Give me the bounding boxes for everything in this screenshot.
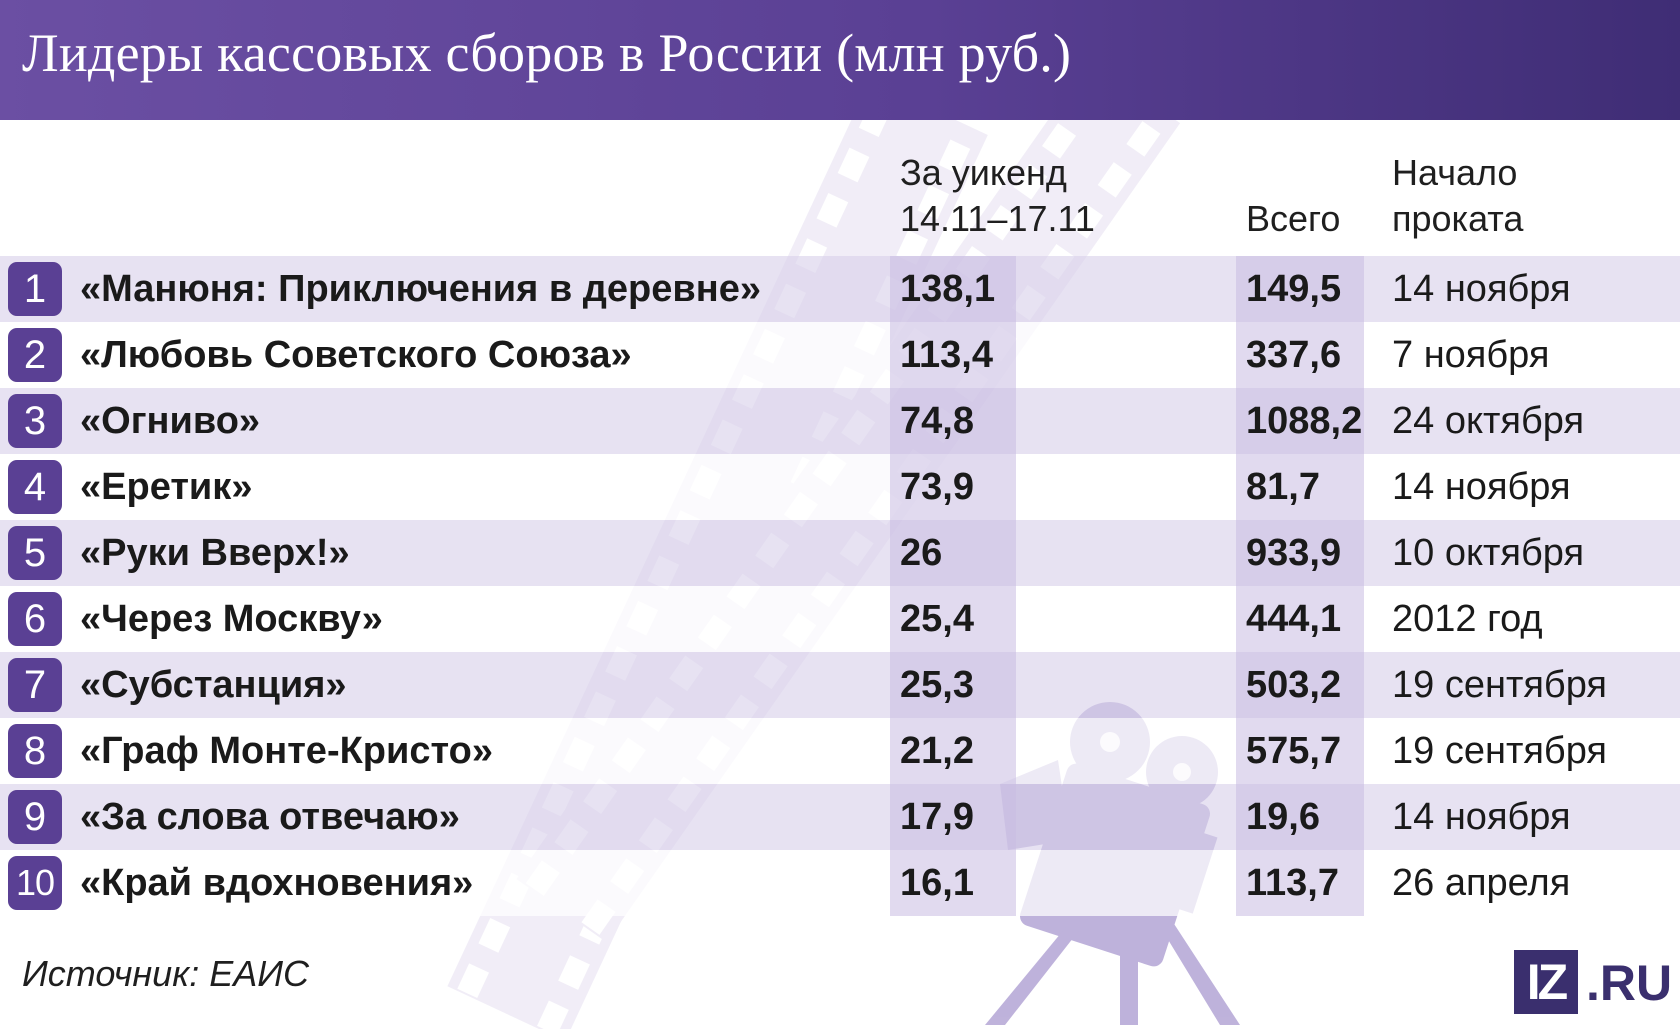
weekend-gross: 17,9 <box>890 784 1016 850</box>
weekend-gross: 26 <box>890 520 1016 586</box>
column-header-total-label: Всего <box>1246 198 1341 239</box>
release-start: 10 октября <box>1392 532 1585 574</box>
film-title: «Через Москву» <box>80 598 383 640</box>
release-start: 24 октября <box>1392 400 1585 442</box>
film-strip-hole <box>816 192 849 228</box>
release-start: 14 ноября <box>1392 466 1571 508</box>
table-row: 1 «Манюня: Приключения в деревне» 138,1 … <box>0 256 1680 322</box>
rank-badge: 2 <box>8 328 62 382</box>
weekend-gross: 25,4 <box>890 586 1016 652</box>
logo-mark: IZ <box>1514 950 1578 1014</box>
film-strip-hole <box>837 147 870 183</box>
release-start: 14 ноября <box>1392 796 1571 838</box>
weekend-gross: 25,3 <box>890 652 1016 718</box>
release-start: 19 сентября <box>1392 730 1607 772</box>
film-title: «За слова отвечаю» <box>80 796 460 838</box>
film-strip-hole <box>917 184 950 220</box>
total-gross: 149,5 <box>1236 256 1364 322</box>
film-title: «Руки Вверх!» <box>80 532 350 574</box>
total-gross: 81,7 <box>1236 454 1364 520</box>
column-header-weekend-line2: 14.11–17.11 <box>900 198 1095 239</box>
film-strip-hole <box>1126 121 1161 157</box>
film-title: «Манюня: Приключения в деревне» <box>80 268 761 310</box>
film-strip-hole <box>938 139 971 175</box>
total-gross: 113,7 <box>1236 850 1364 916</box>
film-title: «Край вдохновения» <box>80 862 474 904</box>
logo-suffix: .RU <box>1586 955 1673 1011</box>
release-start: 2012 год <box>1392 598 1543 640</box>
rank-badge: 6 <box>8 592 62 646</box>
film-strip-hole <box>558 955 590 990</box>
film-title: «Субстанция» <box>80 664 347 706</box>
film-strip-hole <box>457 963 490 999</box>
weekend-gross: 16,1 <box>890 850 1016 916</box>
total-gross: 933,9 <box>1236 520 1364 586</box>
box-office-table: 1 «Манюня: Приключения в деревне» 138,1 … <box>0 256 1680 916</box>
table-row: 7 «Субстанция» 25,3 503,2 19 сентября <box>0 652 1680 718</box>
weekend-gross: 21,2 <box>890 718 1016 784</box>
column-header-weekend-line1: За уикенд <box>900 152 1067 193</box>
film-strip-hole <box>1069 203 1104 239</box>
table-row: 8 «Граф Монте-Кристо» 21,2 575,7 19 сент… <box>0 718 1680 784</box>
table-row: 2 «Любовь Советского Союза» 113,4 337,6 … <box>0 322 1680 388</box>
chart-title: Лидеры кассовых сборов в России (млн руб… <box>22 23 1072 83</box>
rank-badge: 7 <box>8 658 62 712</box>
weekend-gross: 74,8 <box>890 388 1016 454</box>
film-strip-hole <box>1013 164 1048 200</box>
film-strip-hole <box>537 1000 569 1029</box>
film-strip-hole <box>1041 123 1077 159</box>
total-gross: 337,6 <box>1236 322 1364 388</box>
film-title: «Граф Монте-Кристо» <box>80 730 493 772</box>
rank-badge: 3 <box>8 394 62 448</box>
weekend-gross: 73,9 <box>890 454 1016 520</box>
rank-badge: 9 <box>8 790 62 844</box>
rank-badge: 4 <box>8 460 62 514</box>
film-strip-hole <box>1097 162 1132 198</box>
film-title: «Еретик» <box>80 466 253 508</box>
film-strip-hole <box>984 204 1019 241</box>
rank-badge: 5 <box>8 526 62 580</box>
table-row: 10 «Край вдохновения» 16,1 113,7 26 апре… <box>0 850 1680 916</box>
header-banner: Лидеры кассовых сборов в России (млн руб… <box>0 0 1680 120</box>
rank-badge: 10 <box>8 856 62 910</box>
release-start: 26 апреля <box>1392 862 1571 904</box>
total-gross: 575,7 <box>1236 718 1364 784</box>
total-gross: 1088,2 <box>1236 388 1364 454</box>
total-gross: 503,2 <box>1236 652 1364 718</box>
column-header-total: Всего <box>1246 196 1340 242</box>
table-row: 3 «Огниво» 74,8 1088,2 24 октября <box>0 388 1680 454</box>
rank-badge: 1 <box>8 262 62 316</box>
table-row: 4 «Еретик» 73,9 81,7 14 ноября <box>0 454 1680 520</box>
film-strip-hole <box>858 120 891 138</box>
table-row: 6 «Через Москву» 25,4 444,1 2012 год <box>0 586 1680 652</box>
weekend-gross: 113,4 <box>890 322 1016 388</box>
release-start: 14 ноября <box>1392 268 1571 310</box>
rank-badge: 8 <box>8 724 62 778</box>
table-row: 5 «Руки Вверх!» 26 933,9 10 октября <box>0 520 1680 586</box>
total-gross: 444,1 <box>1236 586 1364 652</box>
column-header-weekend: За уикенд 14.11–17.11 <box>900 150 1095 242</box>
total-gross: 19,6 <box>1236 784 1364 850</box>
film-strip-hole <box>478 918 511 953</box>
column-header-start: Начало проката <box>1392 150 1523 242</box>
source-note: Источник: ЕАИС <box>22 953 309 994</box>
table-row: 9 «За слова отвечаю» 17,9 19,6 14 ноября <box>0 784 1680 850</box>
release-start: 7 ноября <box>1392 334 1550 376</box>
release-start: 19 сентября <box>1392 664 1607 706</box>
column-header-start-line1: Начало <box>1392 152 1518 193</box>
film-title: «Огниво» <box>80 400 261 442</box>
weekend-gross: 138,1 <box>890 256 1016 322</box>
column-header-start-line2: проката <box>1392 198 1524 239</box>
film-title: «Любовь Советского Союза» <box>80 334 632 376</box>
